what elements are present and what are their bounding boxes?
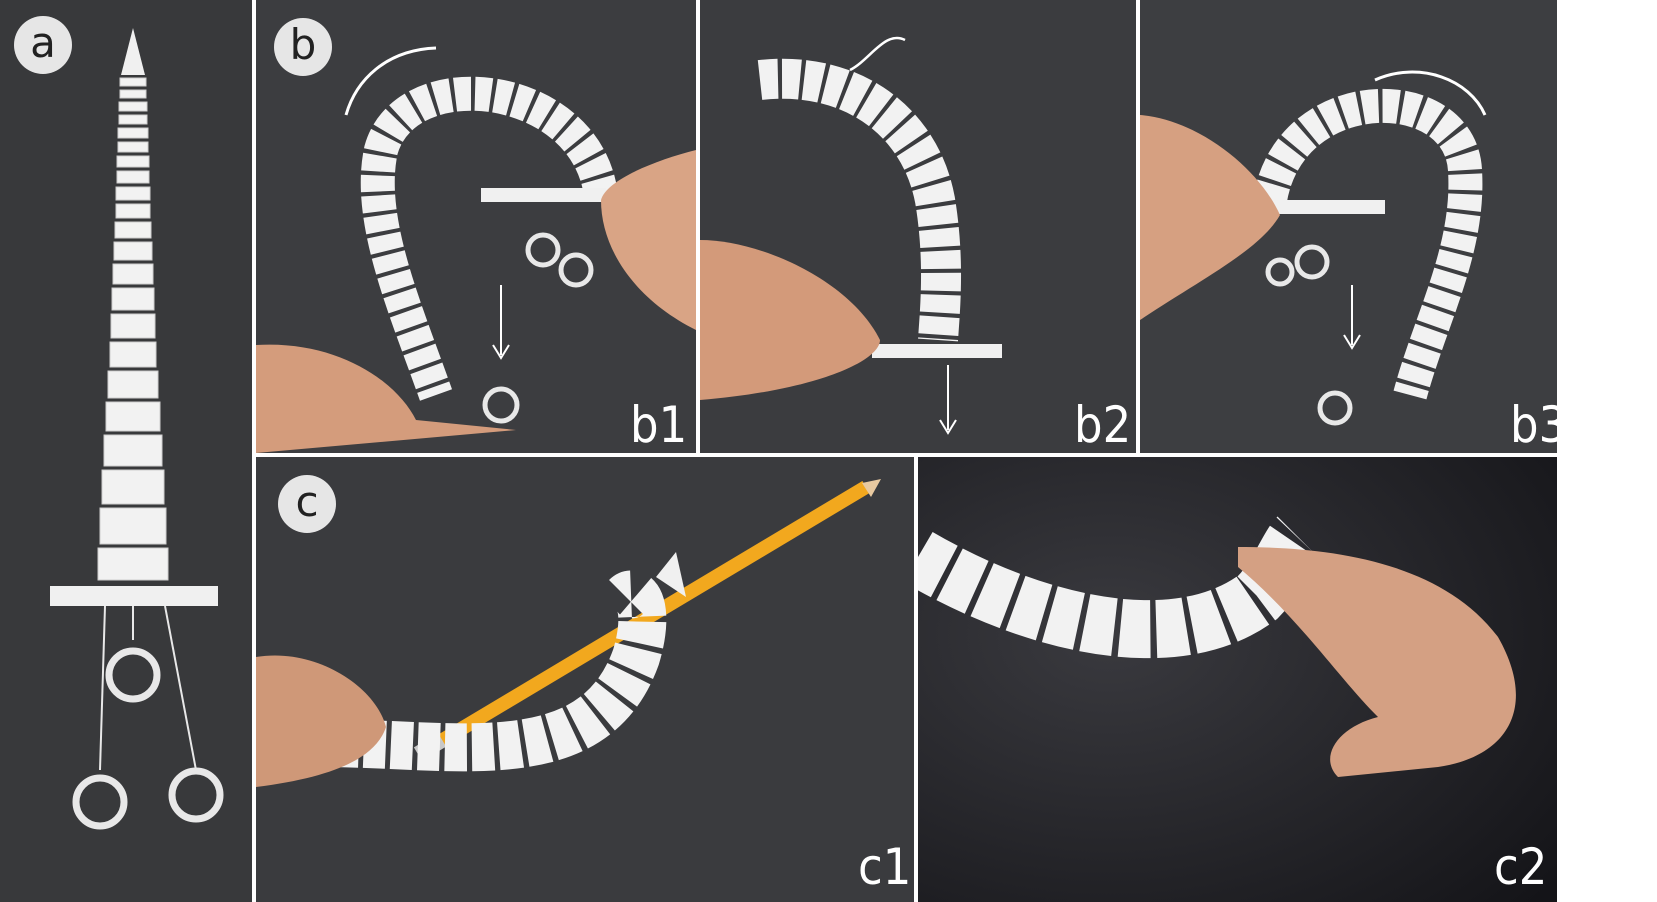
panel-a-label: a xyxy=(14,16,72,74)
panel-b3-photo xyxy=(1140,0,1557,453)
panel-a-photo xyxy=(0,0,252,902)
panel-b-label: b xyxy=(274,18,332,76)
spine-tip xyxy=(121,28,145,75)
panel-b2-photo xyxy=(700,0,1136,453)
bent-spine xyxy=(360,76,618,401)
panel-c1-label: c1 xyxy=(858,838,912,896)
base-plate xyxy=(1260,200,1385,214)
bend-arrow-icon xyxy=(1374,70,1487,116)
panel-b3-label: b3 xyxy=(1510,396,1557,453)
panel-b1: b b1 xyxy=(256,0,696,453)
tendon-rings xyxy=(482,232,594,424)
hand xyxy=(1140,115,1280,320)
bent-spine xyxy=(1253,88,1483,400)
base-plate xyxy=(872,344,1002,358)
panel-b2-label: b2 xyxy=(1074,396,1132,453)
spine-vertebrae xyxy=(97,77,169,581)
panel-c-label: c xyxy=(278,475,336,533)
bend-arrow-icon xyxy=(344,46,437,116)
panel-b2: b2 xyxy=(700,0,1136,453)
panel-b1-photo xyxy=(256,0,696,453)
base-plate xyxy=(50,586,218,606)
bent-spine xyxy=(757,58,961,342)
hand-right xyxy=(601,150,696,330)
hand xyxy=(700,240,880,400)
wiggle-arrow-icon xyxy=(849,36,906,72)
panel-c2: c2 xyxy=(918,457,1557,902)
panel-c1-photo xyxy=(256,457,914,902)
tendon-rings xyxy=(1265,244,1353,426)
tendon-rings xyxy=(72,605,224,830)
hand xyxy=(256,655,386,787)
panel-b3: b3 xyxy=(1140,0,1557,453)
pencil xyxy=(427,480,870,754)
pull-arrow-icon xyxy=(492,285,510,360)
pull-arrow-icon xyxy=(1343,285,1361,350)
panel-c2-photo xyxy=(918,457,1557,902)
panel-a: a xyxy=(0,0,252,902)
hand-left xyxy=(256,344,516,453)
pull-arrow-icon xyxy=(939,365,957,435)
panel-c2-label: c2 xyxy=(1494,838,1548,896)
base-plate xyxy=(481,188,606,202)
hand xyxy=(1238,547,1516,777)
panel-c1: c c1 xyxy=(256,457,914,902)
panel-b1-label: b1 xyxy=(630,396,688,453)
wrapped-spine xyxy=(256,570,667,772)
